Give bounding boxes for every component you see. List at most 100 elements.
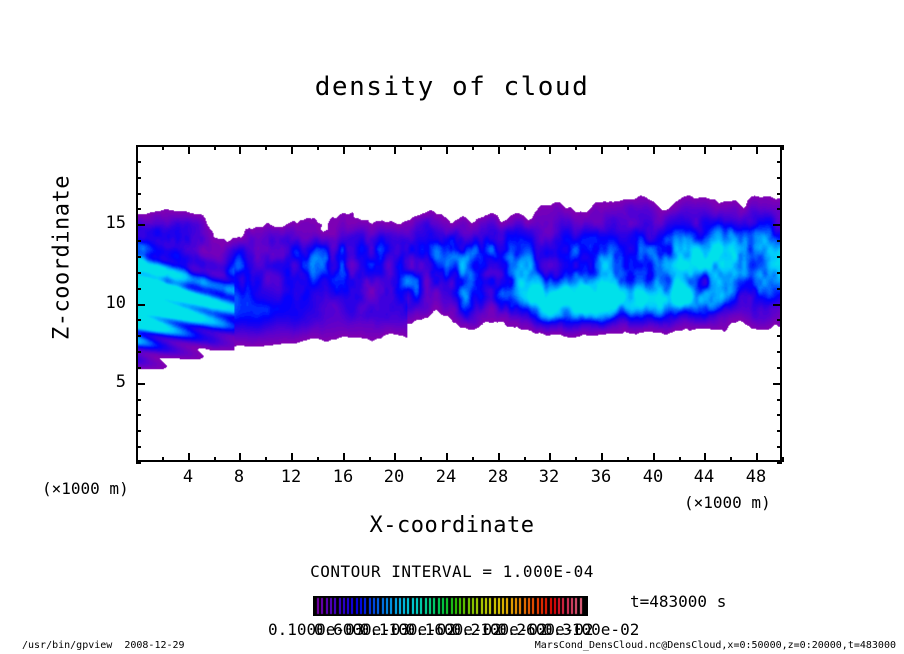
x-tick-inner-20 (394, 453, 396, 462)
x-axis-unit-label: (×1000 m) (684, 493, 771, 512)
x-tick-inner-16 (343, 453, 345, 462)
y-tick-right-3 (777, 414, 782, 416)
y-tick-label-10: 10 (105, 293, 126, 313)
x-tick-label-44: 44 (693, 467, 715, 487)
x-tick-label-12: 12 (280, 467, 302, 487)
x-tick-inner-26 (472, 457, 474, 462)
y-tick-right-5 (773, 383, 782, 385)
y-tick-inner-3 (136, 414, 141, 416)
x-tick-inner-40 (653, 453, 655, 462)
x-tick-inner-18 (369, 457, 371, 462)
y-tick-label-5: 5 (115, 372, 126, 392)
x-tick-top-20 (394, 145, 396, 154)
x-tick-inner-2 (162, 457, 164, 462)
y-tick-inner-7 (136, 351, 141, 353)
x-tick-top-48 (756, 145, 758, 154)
x-tick-inner-24 (446, 453, 448, 462)
x-tick-inner-14 (317, 457, 319, 462)
y-tick-right-11 (777, 288, 782, 290)
x-tick-inner-44 (704, 453, 706, 462)
x-tick-top-26 (472, 145, 474, 150)
y-tick-inner-10 (136, 304, 145, 306)
x-tick-inner-46 (730, 457, 732, 462)
y-tick-right-20 (777, 145, 782, 147)
y-tick-inner-5 (136, 383, 145, 385)
x-tick-top-40 (653, 145, 655, 154)
contour-interval-label: CONTOUR INTERVAL = 1.000E-04 (310, 562, 594, 581)
y-tick-inner-1 (136, 446, 141, 448)
colorbar-tick-labels: 0.1000e-03 0.6000e-03 0.1100e-02 0.1600e-02… (0, 620, 904, 640)
x-tick-inner-34 (575, 457, 577, 462)
y-tick-inner-11 (136, 288, 141, 290)
y-tick-right-18 (777, 177, 782, 179)
y-tick-inner-0 (136, 462, 141, 464)
y-tick-right-2 (777, 430, 782, 432)
x-tick-top-38 (627, 145, 629, 150)
x-tick-inner-30 (524, 457, 526, 462)
x-tick-top-32 (549, 145, 551, 154)
x-tick-top-14 (317, 145, 319, 150)
y-tick-right-9 (777, 319, 782, 321)
y-tick-inner-20 (136, 145, 141, 147)
y-tick-right-15 (773, 224, 782, 226)
x-tick-inner-38 (627, 457, 629, 462)
x-axis-title: X-coordinate (369, 513, 535, 538)
colorbar-tick-label-5: 0.2600e-02 (497, 620, 594, 639)
x-tick-top-10 (265, 145, 267, 150)
x-tick-top-22 (420, 145, 422, 150)
x-tick-top-30 (524, 145, 526, 150)
y-tick-inner-19 (136, 161, 141, 163)
x-tick-top-24 (446, 145, 448, 154)
y-tick-right-19 (777, 161, 782, 163)
x-tick-inner-36 (601, 453, 603, 462)
colorbar-gradient (313, 596, 588, 616)
y-tick-inner-14 (136, 240, 141, 242)
y-tick-inner-8 (136, 335, 141, 337)
x-tick-label-36: 36 (590, 467, 612, 487)
x-tick-top-46 (730, 145, 732, 150)
cloud-density-heatmap (138, 147, 780, 460)
x-tick-top-2 (162, 145, 164, 150)
x-tick-label-16: 16 (332, 467, 354, 487)
y-tick-right-6 (777, 367, 782, 369)
colorbar-tick-label-4: 0.2100e-02 (451, 620, 548, 639)
page-title: density of cloud (314, 72, 590, 102)
y-tick-inner-6 (136, 367, 141, 369)
colorbar-tick-label-1: 0.6000e-03 (313, 620, 411, 639)
y-tick-inner-12 (136, 272, 141, 274)
x-tick-label-28: 28 (487, 467, 509, 487)
y-tick-right-14 (777, 240, 782, 242)
y-axis-unit-label: (×1000 m) (42, 479, 129, 498)
x-tick-top-4 (188, 145, 190, 154)
colorbar (313, 596, 588, 616)
y-tick-right-1 (777, 446, 782, 448)
time-label: t=483000 s (630, 592, 727, 611)
x-tick-label-48: 48 (745, 467, 767, 487)
footer-command: /usr/bin/gpview 2008-12-29 (22, 640, 185, 651)
x-tick-top-6 (214, 145, 216, 150)
y-tick-inner-15 (136, 224, 145, 226)
x-tick-top-50 (782, 145, 784, 150)
y-tick-right-13 (777, 256, 782, 258)
x-tick-inner-6 (214, 457, 216, 462)
x-tick-label-32: 32 (538, 467, 560, 487)
x-tick-top-34 (575, 145, 577, 150)
colorbar-tick-label-2: 0.1100e-02 (359, 620, 456, 639)
colorbar-tick-label-0: 0.1000e-03 (268, 620, 365, 639)
y-tick-inner-4 (136, 399, 141, 401)
y-tick-inner-17 (136, 193, 141, 195)
x-tick-inner-4 (188, 453, 190, 462)
x-tick-inner-10 (265, 457, 267, 462)
plot-area (136, 145, 782, 462)
footer-dataset: MarsCond_DensCloud.nc@DensCloud,x=0:5000… (534, 640, 896, 651)
x-tick-inner-22 (420, 457, 422, 462)
y-tick-right-4 (777, 399, 782, 401)
x-tick-label-8: 8 (233, 467, 245, 487)
x-tick-label-20: 20 (383, 467, 405, 487)
y-tick-right-17 (777, 193, 782, 195)
y-tick-right-10 (773, 304, 782, 306)
y-tick-inner-2 (136, 430, 141, 432)
x-tick-inner-32 (549, 453, 551, 462)
y-tick-right-0 (777, 462, 782, 464)
x-tick-inner-0 (136, 457, 138, 462)
